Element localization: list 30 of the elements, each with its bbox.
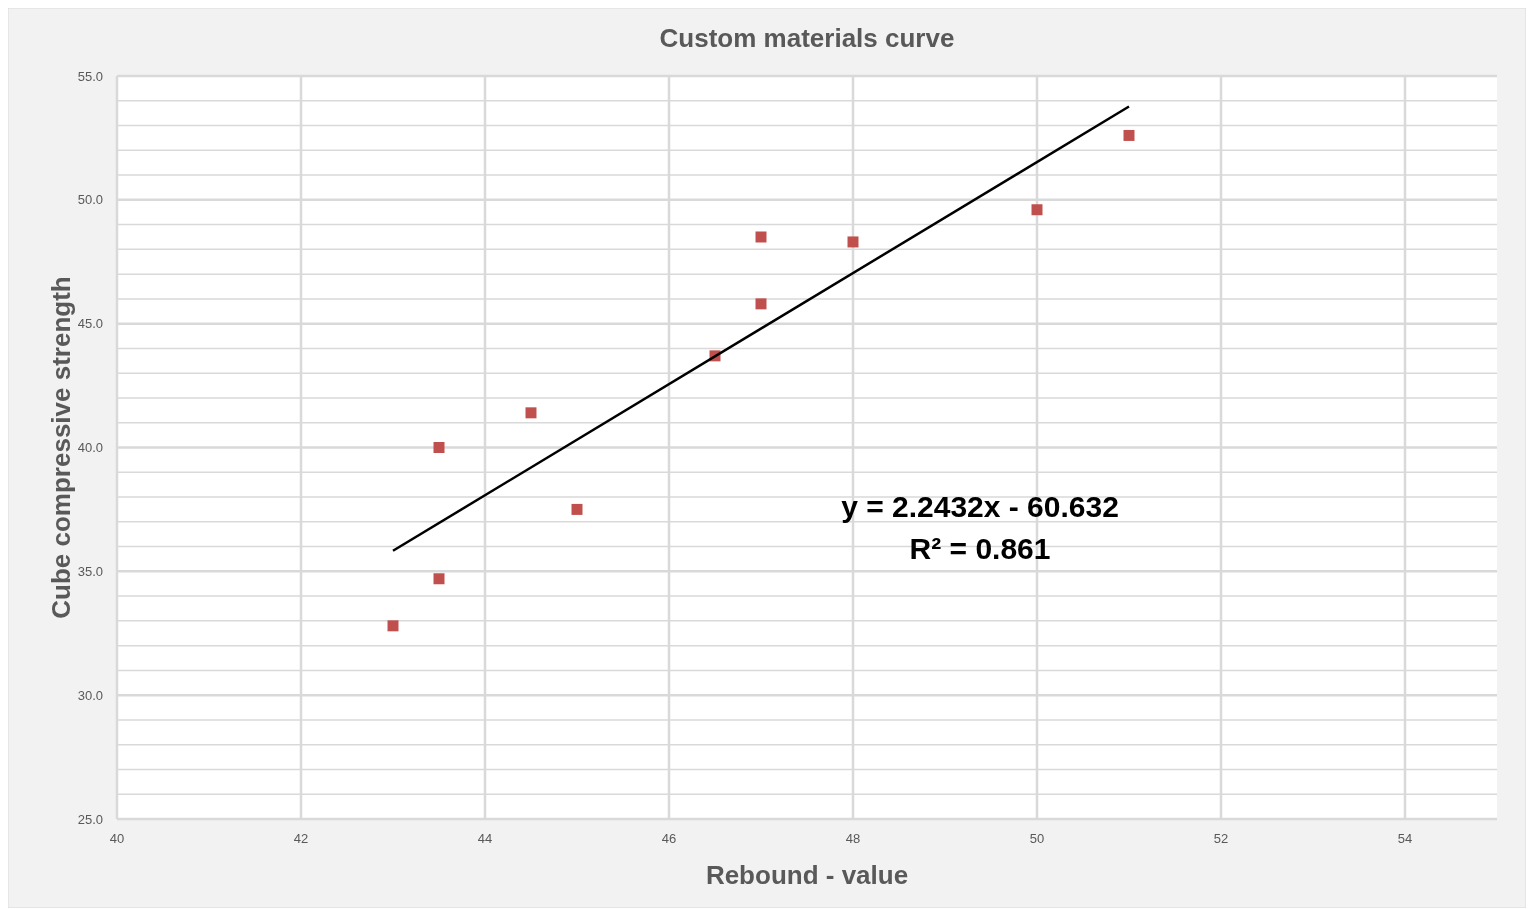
y-tick-label: 50.0 bbox=[77, 192, 103, 208]
y-tick-label: 25.0 bbox=[77, 811, 103, 827]
y-tick-label: 45.0 bbox=[77, 316, 103, 332]
x-tick-label: 44 bbox=[477, 831, 493, 846]
x-tick-label: 46 bbox=[661, 831, 677, 846]
point bbox=[755, 231, 767, 243]
point bbox=[755, 298, 767, 310]
y-tick-label: 35.0 bbox=[77, 563, 103, 579]
x-tick-label: 40 bbox=[109, 831, 125, 846]
point bbox=[433, 442, 445, 453]
x-tick-label: 48 bbox=[845, 831, 861, 846]
y-tick-label: 40.0 bbox=[77, 440, 103, 456]
point bbox=[1123, 129, 1135, 141]
x-tick-label: 52 bbox=[1213, 831, 1229, 846]
y-tick-label: 30.0 bbox=[77, 687, 103, 703]
annotation: R² = 0.861 bbox=[909, 532, 1051, 565]
x-axis-title: Rebound - value bbox=[705, 860, 909, 890]
point bbox=[571, 503, 583, 515]
x-tick-label: 54 bbox=[1397, 831, 1413, 846]
point bbox=[1031, 204, 1043, 216]
x-tick-label: 42 bbox=[293, 831, 309, 846]
chart-title: Custom materials curve bbox=[659, 23, 955, 53]
x-tick-label: 50 bbox=[1029, 831, 1045, 846]
point bbox=[525, 407, 537, 419]
point bbox=[433, 573, 445, 585]
y-axis-title: Cube compressive strength bbox=[46, 276, 76, 619]
point bbox=[847, 236, 859, 248]
point bbox=[387, 620, 399, 632]
annotation: y = 2.2432x - 60.632 bbox=[841, 490, 1119, 523]
y-tick-label: 55.0 bbox=[77, 68, 103, 84]
